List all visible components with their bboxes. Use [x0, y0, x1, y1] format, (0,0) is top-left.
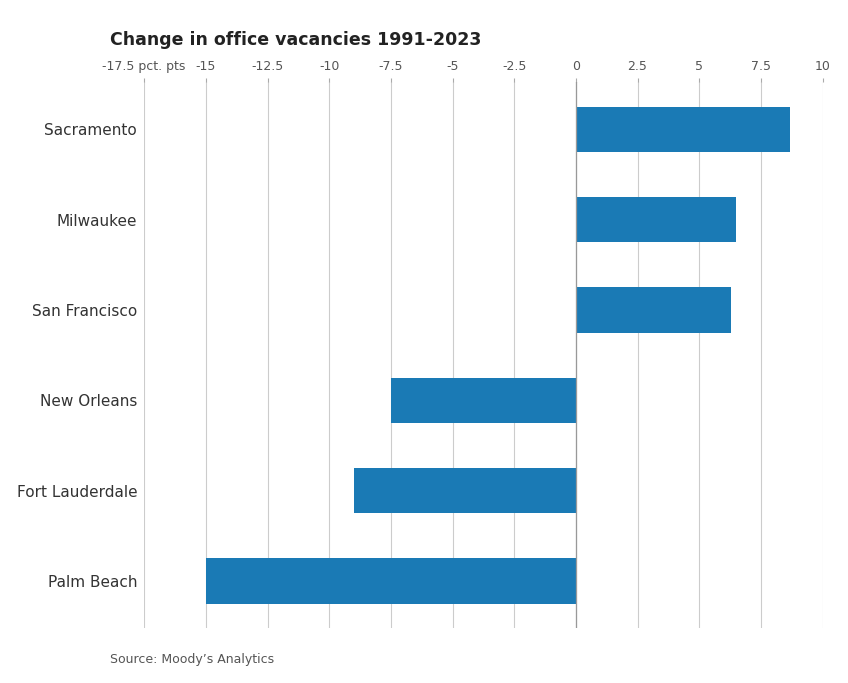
Bar: [576, 107, 790, 152]
Bar: [576, 288, 731, 333]
Bar: [206, 559, 576, 604]
Text: Source: Moody’s Analytics: Source: Moody’s Analytics: [110, 653, 275, 666]
Bar: [391, 378, 576, 423]
Bar: [354, 468, 576, 513]
Text: Change in office vacancies 1991-2023: Change in office vacancies 1991-2023: [110, 31, 482, 48]
Bar: [576, 197, 736, 242]
